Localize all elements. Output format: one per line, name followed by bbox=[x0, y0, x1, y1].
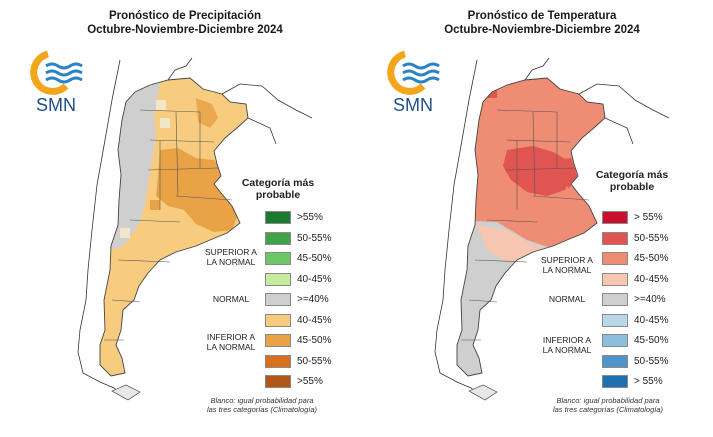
category-inferior: INFERIOR A LA NORMAL bbox=[542, 335, 592, 355]
tierra-del-fuego bbox=[468, 384, 498, 401]
smn-logo-icon bbox=[30, 50, 83, 95]
legend-label: 45-50% bbox=[634, 253, 669, 264]
legend-title-line-2: probable bbox=[609, 181, 655, 193]
legend-swatch bbox=[265, 211, 291, 224]
legend-swatch bbox=[602, 231, 628, 245]
temperature-title: Pronóstico de Temperatura Octubre-Noviem… bbox=[427, 9, 657, 37]
smn-logo-text: SMN bbox=[393, 95, 433, 115]
legend-label: 45-50% bbox=[634, 335, 669, 346]
category-normal: NORMAL bbox=[548, 294, 586, 304]
province-borders bbox=[461, 109, 590, 341]
legend-label: > 55% bbox=[634, 376, 663, 387]
legend-label: 50-55% bbox=[634, 355, 669, 367]
legend-swatch bbox=[265, 231, 291, 245]
category-superior: SUPERIOR A LA NORMAL bbox=[541, 255, 593, 275]
argentina-outline bbox=[99, 77, 249, 377]
title-line-2: Octubre-Noviembre-Diciembre 2024 bbox=[87, 24, 283, 36]
legend-label: 45-50% bbox=[297, 253, 332, 264]
legend-label: 50-55% bbox=[634, 232, 669, 244]
tierra-del-fuego bbox=[111, 384, 141, 401]
smn-logo: SMN bbox=[26, 50, 86, 120]
note-line-1: Blanco: igual probabilidad para bbox=[556, 396, 660, 405]
legend-swatch bbox=[602, 211, 628, 224]
smn-logo-text: SMN bbox=[36, 95, 76, 115]
legend-swatch bbox=[602, 252, 628, 265]
legend-swatch bbox=[265, 354, 291, 368]
legend-title: Categoría más probable bbox=[582, 169, 682, 193]
province-borders bbox=[104, 109, 233, 341]
category-inferior: INFERIOR A LA NORMAL bbox=[206, 332, 256, 352]
legend-swatch bbox=[265, 293, 291, 306]
legend-label: >=40% bbox=[297, 294, 329, 305]
legend-swatch bbox=[602, 293, 628, 306]
note-line-1: Blanco: igual probabilidad para bbox=[210, 396, 314, 405]
precipitation-panel: Pronóstico de Precipitación Octubre-Novi… bbox=[0, 0, 356, 437]
precipitation-map bbox=[77, 57, 313, 401]
argentina-outline bbox=[456, 77, 606, 377]
legend-title-line-1: Categoría más bbox=[595, 169, 669, 181]
legend-title-line-2: probable bbox=[255, 189, 301, 201]
title-line-1: Pronóstico de Temperatura bbox=[467, 10, 617, 22]
climatology-note: Blanco: igual probabilidad para las tres… bbox=[523, 396, 693, 414]
legend-swatch bbox=[265, 334, 291, 347]
legend-label: 50-55% bbox=[297, 232, 332, 244]
legend-swatch bbox=[265, 375, 291, 388]
legend-title-line-1: Categoría más bbox=[241, 177, 315, 189]
temperature-panel: Pronóstico de Temperatura Octubre-Noviem… bbox=[357, 0, 713, 437]
legend-swatch bbox=[602, 313, 628, 327]
legend-swatch bbox=[602, 354, 628, 368]
climatology-note: Blanco: igual probabilidad para las tres… bbox=[182, 396, 342, 414]
category-normal: NORMAL bbox=[212, 294, 250, 304]
title-line-2: Octubre-Noviembre-Diciembre 2024 bbox=[444, 24, 640, 36]
category-superior: SUPERIOR A LA NORMAL bbox=[205, 247, 257, 267]
legend-label: 40-45% bbox=[297, 314, 332, 326]
legend-label: 45-50% bbox=[297, 335, 332, 346]
temperature-map bbox=[434, 57, 670, 401]
legend-swatch bbox=[602, 272, 628, 286]
smn-logo-icon bbox=[387, 50, 440, 95]
note-line-2: las tres categorías (Climatología) bbox=[552, 405, 664, 414]
precipitation-title: Pronóstico de Precipitación Octubre-Novi… bbox=[70, 9, 300, 37]
legend-label: >=40% bbox=[634, 294, 666, 305]
note-line-2: las tres categorías (Climatología) bbox=[206, 405, 318, 414]
legend-swatch bbox=[265, 252, 291, 265]
smn-logo: SMN bbox=[383, 50, 443, 120]
legend-label: >55% bbox=[297, 212, 323, 223]
legend-label: >55% bbox=[297, 376, 323, 387]
chile-coastline bbox=[434, 59, 480, 396]
neighbour-borders bbox=[524, 57, 670, 145]
legend-swatch bbox=[602, 334, 628, 347]
legend-swatch bbox=[602, 375, 628, 388]
legend-label: 40-45% bbox=[634, 314, 669, 326]
legend-label: 40-45% bbox=[634, 273, 669, 285]
legend-label: > 55% bbox=[634, 212, 663, 223]
legend-label: 50-55% bbox=[297, 355, 332, 367]
legend-swatch bbox=[265, 272, 291, 286]
legend-title: Categoría más probable bbox=[228, 177, 328, 201]
neighbour-borders bbox=[167, 57, 313, 145]
legend-swatch bbox=[265, 313, 291, 327]
title-line-1: Pronóstico de Precipitación bbox=[108, 10, 262, 22]
legend-label: 40-45% bbox=[297, 273, 332, 285]
chile-coastline bbox=[77, 59, 123, 396]
